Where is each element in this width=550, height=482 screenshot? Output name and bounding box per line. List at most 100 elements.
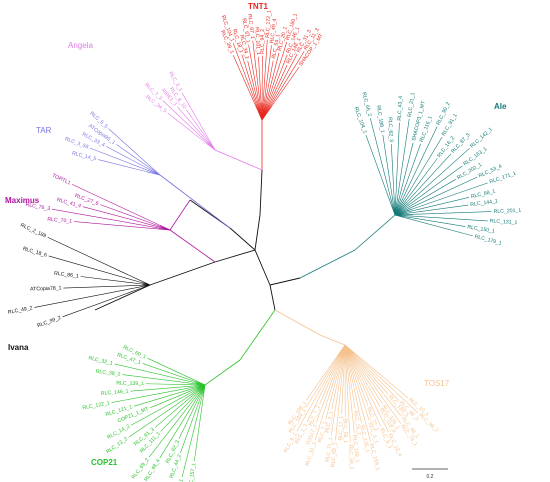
leaf-label-tos17: RLC_30_1	[347, 445, 354, 470]
leaf-label-cop21: RLC_146_1	[101, 389, 129, 397]
branch-tos17	[354, 353, 419, 414]
branch-tnt1	[264, 60, 274, 104]
leaf-label-ivana: RLC_49_2	[8, 305, 34, 316]
leaf-label-tos17: RLC_7_1	[317, 420, 328, 443]
branch-angela	[162, 100, 208, 143]
branch-tos17	[305, 355, 339, 408]
branch-tnt1	[270, 51, 305, 106]
leaf-label-ale: RLC_179_1	[474, 234, 502, 247]
leaf-label-ale: RLC_87_3	[450, 132, 471, 154]
branch-tos17	[337, 344, 346, 356]
branch-ale	[412, 204, 469, 213]
branch-angela	[214, 149, 263, 171]
branch-ale	[370, 118, 391, 198]
branch-tos17	[296, 355, 340, 432]
leaf-label-ivana: RLC_86_1	[54, 271, 79, 280]
clade-label-ivana: Ivana	[8, 343, 29, 352]
branch-ale	[299, 249, 356, 279]
scale-bar-label: 0.2	[427, 474, 434, 480]
branch-cop21	[180, 394, 202, 453]
branch-cop21	[195, 380, 206, 386]
branch-tos17	[353, 354, 389, 395]
branch-tos17	[352, 355, 401, 424]
branch-tos17	[319, 356, 341, 404]
leaf-label-cop21: RLC_122_1	[82, 400, 110, 411]
branch-tos17	[331, 357, 343, 410]
branch-ale	[397, 119, 410, 198]
clade-label-tos17: TOS17	[424, 379, 450, 388]
branch-tar	[149, 165, 161, 176]
backbone-branch	[229, 227, 256, 251]
branch-tnt1	[266, 41, 288, 104]
branch-tar	[108, 128, 151, 167]
branch-angela	[167, 112, 207, 144]
leaf-label-tos17: RLC_56_1	[342, 418, 348, 443]
leaf-label-tnt1: RLC_94_2	[260, 29, 266, 54]
branch-cop21	[159, 393, 201, 459]
branch-tos17	[349, 356, 369, 406]
branch-ale	[402, 126, 438, 199]
branch-tos17	[350, 355, 381, 407]
branch-cop21	[204, 359, 241, 386]
branch-maximus	[100, 204, 160, 227]
branch-ale	[404, 136, 443, 200]
branch-tnt1	[261, 105, 273, 121]
branch-tnt1	[263, 45, 272, 104]
branch-maximus	[169, 229, 216, 263]
branch-tnt1	[265, 52, 280, 104]
clade-label-maximus: Maximus	[5, 196, 40, 205]
branch-tnt1	[241, 54, 258, 104]
branch-tos17	[335, 357, 345, 441]
leaf-label-tos17: RLC_15_1	[352, 410, 362, 436]
branch-tos17	[349, 356, 381, 427]
leaf-label-ale: RLC_66_2	[360, 92, 372, 118]
leaf-label-tnt1: RLC_20_1	[277, 26, 289, 52]
leaf-label-maximus: TORTL1	[51, 173, 71, 187]
branch-ale	[408, 148, 470, 204]
branch-tnt1	[258, 56, 262, 103]
leaf-label-ale: RLC_142_1	[469, 126, 494, 149]
branch-ale	[400, 143, 421, 199]
branch-ale	[405, 158, 438, 201]
branch-tos17	[346, 357, 355, 434]
branch-tos17	[330, 357, 344, 436]
branch-tos17	[306, 356, 340, 423]
branch-tnt1	[267, 54, 288, 105]
branch-tos17	[352, 354, 402, 417]
branch-maximus	[82, 206, 160, 228]
leaf-label-ale: RLC_21_1	[407, 92, 417, 118]
branch-tar	[106, 146, 149, 169]
branch-ivana	[63, 284, 142, 289]
leaf-label-ale: RLC_68_1	[470, 189, 496, 201]
branch-tos17	[315, 356, 341, 423]
branch-ale	[410, 179, 456, 207]
branch-tos17	[325, 357, 343, 420]
branch-ivana	[142, 281, 151, 286]
branch-cop21	[111, 386, 196, 403]
branch-maximus	[74, 221, 159, 230]
branch-tnt1	[271, 66, 300, 107]
leaf-label-tnt1: RLC_61_1	[241, 18, 251, 44]
tree-branches	[34, 39, 492, 478]
leaf-label-tnt1: RLC_54_1	[271, 34, 282, 60]
leaf-label-cop21: RLC_14_2	[106, 424, 131, 441]
branch-cop21	[148, 392, 200, 458]
branch-ivana	[47, 236, 143, 282]
branch-cop21	[128, 390, 198, 438]
backbone-branch	[269, 284, 276, 311]
backbone-branch	[94, 284, 151, 311]
leaf-label-tos17: RLC_71_1	[325, 437, 335, 463]
leaf-label-tos17: RLC_2_1	[324, 411, 334, 434]
branch-ale	[409, 165, 463, 205]
branch-tos17	[353, 353, 400, 401]
clade-label-ale: Ale	[494, 102, 507, 111]
backbone-branch	[149, 261, 216, 286]
leaf-label-cop21: RLC_32_1	[88, 355, 114, 366]
leaf-label-tos17: RLC_199_1	[351, 435, 360, 463]
branch-tos17	[319, 334, 346, 346]
branch-tnt1	[262, 39, 268, 103]
branch-tos17	[347, 357, 362, 424]
branch-cop21	[181, 394, 203, 478]
clade-label-tar: TAR	[36, 126, 52, 135]
branch-tos17	[341, 357, 345, 414]
